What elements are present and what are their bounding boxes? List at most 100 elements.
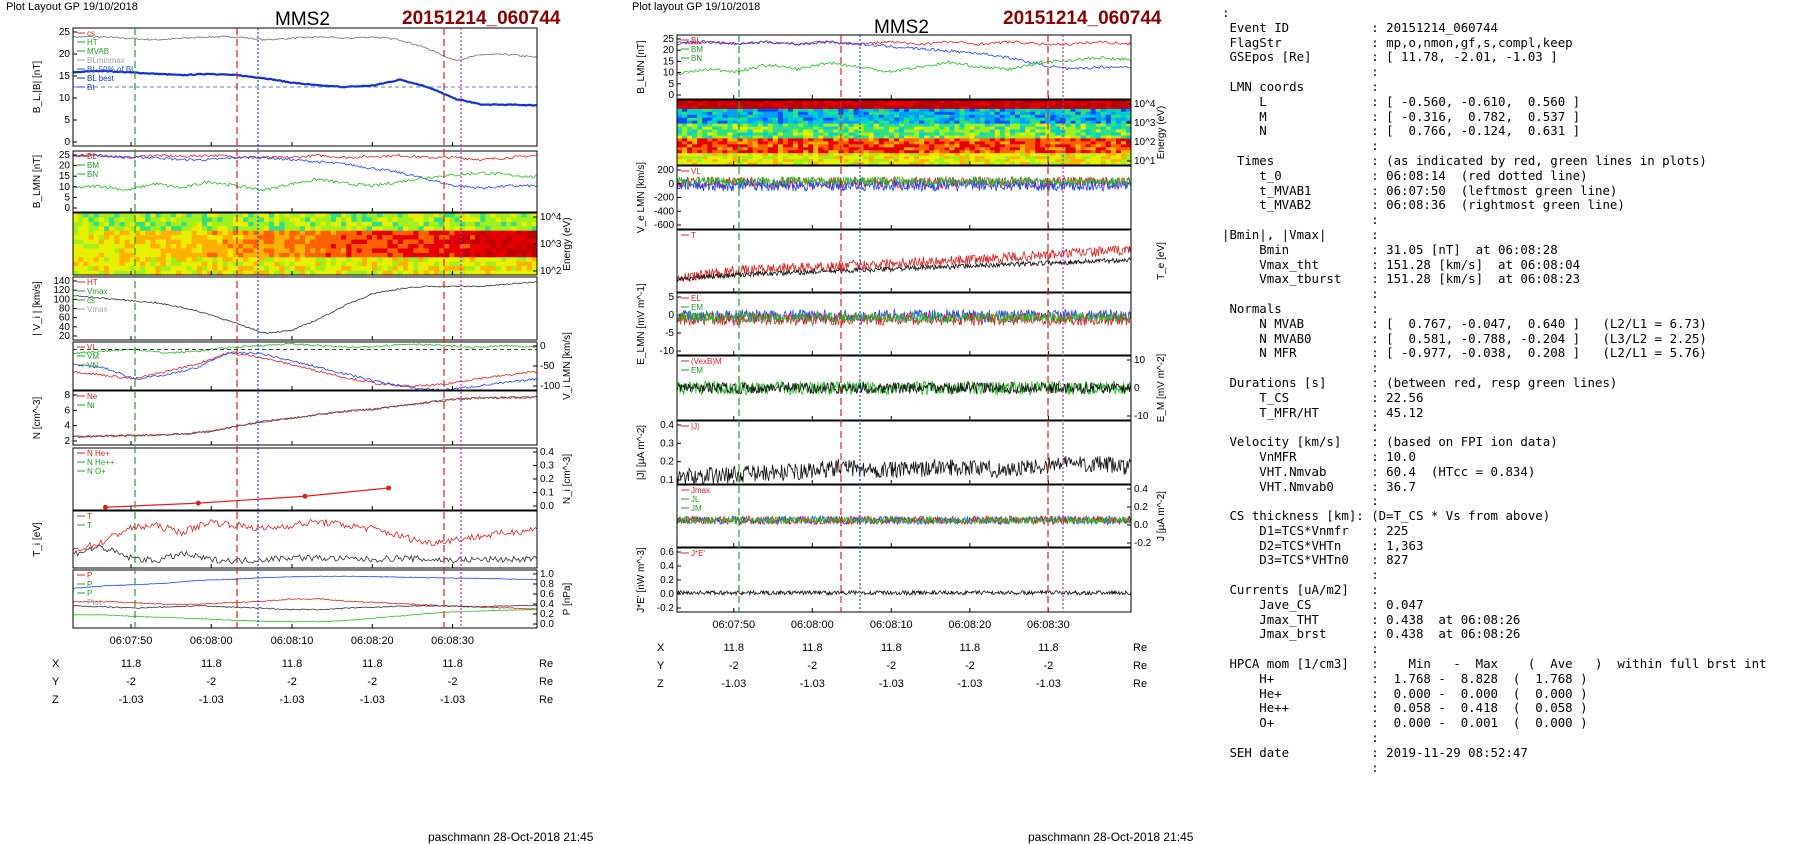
right-legend-label: T <box>691 231 696 240</box>
trace-P3 <box>72 604 538 611</box>
left-panel-frame <box>72 27 538 147</box>
trace-BL <box>676 40 1132 46</box>
left-pos-label: Z <box>52 694 59 706</box>
left-pos-unit: Re <box>539 694 553 706</box>
right-y-tick: -10 <box>1134 411 1149 422</box>
left-legend-label: Ni <box>87 401 95 410</box>
trace-VeM <box>676 178 1132 193</box>
right-y-tick: 10 <box>1134 355 1146 366</box>
right-pos-value: -1.03 <box>721 678 746 690</box>
left-legend-label: N He++ <box>87 458 115 467</box>
right-time-tick: 06:08:30 <box>1027 619 1070 631</box>
left-panel-frame <box>72 510 538 569</box>
left-pos-value: -2 <box>126 676 136 688</box>
left-pos-label: X <box>52 658 60 670</box>
trace-BM <box>72 153 538 190</box>
left-pos-value: -2 <box>448 676 458 688</box>
left-legend-label: BLminmax <box>87 56 125 65</box>
right-panel-frame <box>676 484 1132 548</box>
left-y-tick: 10^3 <box>540 239 562 250</box>
left-legend-label: VN <box>87 361 98 370</box>
left-pos-value: -2 <box>367 676 377 688</box>
left-y-tick: 140 <box>53 276 70 287</box>
right-y-label: E_LMN [mV m^-1] <box>636 283 647 365</box>
right-y-tick: 10^2 <box>1134 137 1156 148</box>
right-panel-frame <box>676 99 1132 166</box>
left-pos-value: -1.03 <box>279 694 304 706</box>
left-y-tick: 100 <box>53 294 70 305</box>
right-time-tick: 06:07:50 <box>712 619 755 631</box>
left-legend-label: BL <box>87 152 97 161</box>
left-y-tick: 10 <box>59 93 71 104</box>
left-pos-value: -2 <box>206 676 216 688</box>
left-y-label: N_i [cm^-3] <box>562 454 573 504</box>
right-y-tick: -400 <box>654 206 674 217</box>
right-y-tick: 0.4 <box>660 420 674 431</box>
right-panel-frame <box>676 34 1132 100</box>
left-panel-frame <box>72 390 538 446</box>
right-spacecraft-title: MMS2 <box>874 17 929 38</box>
left-legend-label: P <box>87 589 92 598</box>
right-y-tick: 0.4 <box>1134 484 1148 495</box>
left-layout-label: Plot Layout GP 19/10/2018 <box>6 1 138 13</box>
left-pos-value: 11.8 <box>362 658 383 670</box>
left-y-tick: 60 <box>59 313 71 324</box>
left-y-tick: 0.2 <box>540 609 554 620</box>
right-pos-value: -2 <box>729 660 739 672</box>
left-y-label: | V_i | [km/s] <box>32 281 43 336</box>
right-y-label: E_M [mV m^-2] <box>1156 353 1167 422</box>
right-pos-value: -2 <box>807 660 817 672</box>
left-pos-value: 11.8 <box>121 658 142 670</box>
right-y-tick: -0.2 <box>657 603 675 614</box>
left-y-tick: 20 <box>59 331 71 342</box>
trace-He++ <box>105 487 389 508</box>
left-y-tick: 25 <box>59 27 71 38</box>
left-y-tick: 10^2 <box>540 266 562 277</box>
left-y-tick: -100 <box>540 381 560 392</box>
trace-Te <box>676 257 1132 283</box>
left-time-tick: 06:08:30 <box>431 635 474 647</box>
trace-|B| <box>72 35 538 62</box>
left-legend-label: Ne <box>87 392 98 401</box>
right-legend-label: BL <box>691 36 701 45</box>
right-y-label: B_LMN [nT] <box>636 40 647 94</box>
right-pos-value: -1.03 <box>879 678 904 690</box>
left-y-tick: 0 <box>540 341 546 352</box>
left-legend-label: BL best <box>87 74 115 83</box>
left-y-tick: 10 <box>59 182 71 193</box>
left-legend-label: cs <box>87 296 95 305</box>
left-y-tick: 120 <box>53 285 70 296</box>
left-y-tick: 0.0 <box>540 619 554 630</box>
right-layout-label: Plot layout GP 19/10/2018 <box>632 1 761 13</box>
left-panel-frame <box>72 447 538 511</box>
right-legend-label: EM <box>691 366 703 375</box>
left-legend-label: VL <box>87 343 97 352</box>
left-pos-value: 11.8 <box>201 658 222 670</box>
left-y-tick: 4 <box>64 421 70 432</box>
left-y-tick: 0.1 <box>540 488 554 499</box>
right-legend-label: VL <box>691 167 701 176</box>
left-pos-value: -1.03 <box>440 694 465 706</box>
right-legend-label: BN <box>691 54 702 63</box>
left-legend-label: Vmax <box>87 305 107 314</box>
right-y-tick: -600 <box>654 220 674 231</box>
right-y-label: J [µA m^-2] <box>1156 491 1167 541</box>
right-panel-frame <box>676 420 1132 485</box>
left-y-tick: 10^4 <box>540 212 562 223</box>
right-y-label: |J| [µA m^-2] <box>636 425 647 480</box>
left-legend-label: BM <box>87 161 99 170</box>
right-y-tick: 0.2 <box>660 457 674 468</box>
trace-Te-red <box>676 245 1132 283</box>
left-pos-value: 11.8 <box>282 658 303 670</box>
left-legend-label: P <box>87 580 92 589</box>
left-legend-label: P <box>87 571 92 580</box>
right-y-tick: 0 <box>668 310 674 321</box>
right-y-tick: 0.6 <box>660 547 674 558</box>
left-pos-value: -1.03 <box>199 694 224 706</box>
left-pos-value: -2 <box>287 676 297 688</box>
left-y-label: V_i LMN [km/s] <box>562 332 573 400</box>
right-pos-value: -1.03 <box>800 678 825 690</box>
right-y-tick: -0.2 <box>1134 538 1152 549</box>
right-pos-unit: Re <box>1133 678 1147 690</box>
left-legend-label: Bt <box>87 83 95 92</box>
